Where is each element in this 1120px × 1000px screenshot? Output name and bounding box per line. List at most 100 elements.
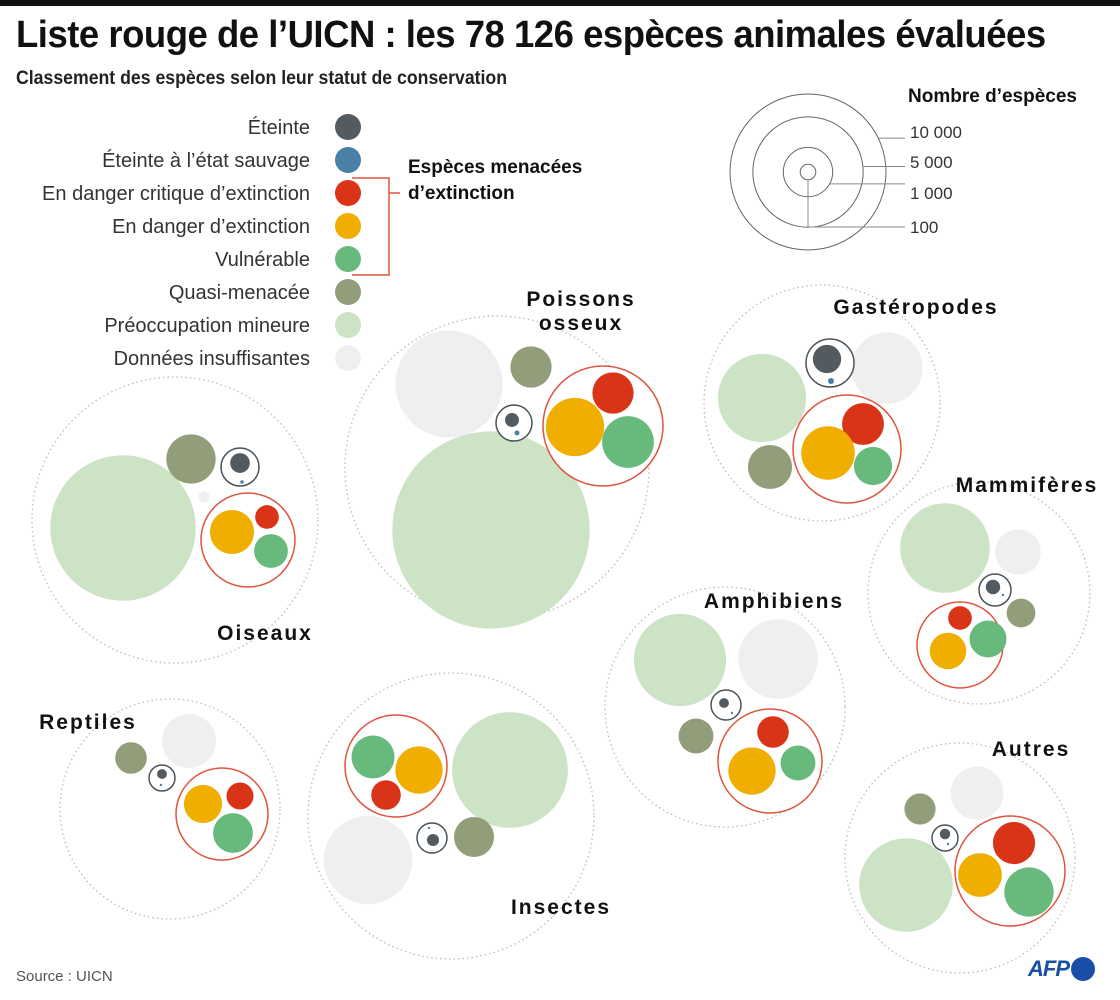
bubble-lc <box>50 455 196 601</box>
group-gasteropodes: Gastéropodes <box>703 284 998 522</box>
legend-item-ew: Éteinte à l’état sauvage <box>102 147 361 173</box>
legend-item-nt: Quasi-menacée <box>169 279 361 305</box>
legend-item-vu: Vulnérable <box>215 246 361 272</box>
bubble-cr <box>757 716 789 748</box>
bubble-ex <box>505 413 519 427</box>
group-boundary <box>604 586 846 828</box>
bubble-ex <box>812 344 842 374</box>
bubble-en <box>958 853 1002 897</box>
bubble-dd <box>950 766 1004 820</box>
bubble-cr <box>842 403 884 445</box>
legend-item-cr: En danger critique d’extinction <box>42 180 361 206</box>
bubble-nt <box>115 742 147 774</box>
threatened-label-line1: Espèces menacées <box>408 157 582 178</box>
bubble-vu <box>254 534 288 568</box>
group-insectes: Insectes <box>307 672 611 960</box>
size-legend-circle-100 <box>799 163 817 181</box>
group-label-oiseaux: Oiseaux <box>217 622 313 645</box>
size-legend-label: 1 000 <box>910 184 953 203</box>
group-label-mammiferes: Mammifères <box>956 474 1099 497</box>
bubble-cr <box>992 821 1036 865</box>
size-legend-circle-10000 <box>729 93 887 251</box>
bubble-cr <box>255 505 279 529</box>
afp-logo-dot-icon <box>1071 957 1095 981</box>
size-legend-label: 5 000 <box>910 153 953 172</box>
bubble-ex <box>230 453 250 473</box>
chart-title: Liste rouge de l’UICN : les 78 126 espèc… <box>16 14 1046 56</box>
chart-subtitle: Classement des espèces selon leur statut… <box>16 68 508 89</box>
bubble-cr <box>948 606 972 630</box>
size-legend-label: 100 <box>910 218 938 237</box>
category-legend: Éteinte Éteinte à l’état sauvage En danger… <box>42 114 582 371</box>
size-legend-label: 10 000 <box>910 123 962 142</box>
legend-item-lc: Préoccupation mineure <box>104 312 361 338</box>
group-boundary <box>867 481 1091 705</box>
bubble-ew <box>427 826 431 830</box>
group-reptiles: Reptiles <box>39 698 281 920</box>
bubble-cr <box>592 372 634 414</box>
bracket-line <box>352 177 390 276</box>
group-label-gasteropodes: Gastéropodes <box>833 296 998 319</box>
bubble-ew <box>240 480 244 484</box>
legend-item-ex: Éteinte <box>248 114 361 140</box>
bubble-nt <box>453 816 495 858</box>
bubble-vu <box>780 745 816 781</box>
bubble-dd <box>395 330 503 438</box>
bubble-nt <box>166 434 216 484</box>
legend-label: En danger critique d’extinction <box>42 183 310 205</box>
bubble-dd <box>323 815 413 905</box>
bubble-vu <box>969 620 1007 658</box>
bubble-nt <box>747 444 793 490</box>
group-boundary <box>59 698 281 920</box>
group-label-poissons: Poissons <box>526 288 635 311</box>
bubble-ex <box>985 579 1001 595</box>
bubble-en <box>801 426 855 480</box>
bubble-nt <box>1006 598 1036 628</box>
bubble-lc <box>392 431 590 629</box>
bubble-cr <box>371 780 401 810</box>
bubble-ew <box>946 842 950 846</box>
bubble-lc <box>900 503 990 593</box>
group-boundary <box>31 376 319 664</box>
bubble-lc <box>452 712 568 828</box>
bubble-en <box>728 747 776 795</box>
bubble-ew <box>730 711 734 715</box>
group-label-autres: Autres <box>992 738 1071 761</box>
group-amphibiens: Amphibiens <box>604 586 846 828</box>
afp-logo-text: AFP <box>1028 956 1070 981</box>
group-label-reptiles: Reptiles <box>39 711 137 734</box>
bubble-nt <box>904 793 936 825</box>
bubble-lc <box>633 613 727 707</box>
group-boundary <box>844 742 1076 974</box>
bubble-ew <box>1001 593 1005 597</box>
bubble-nt <box>510 346 552 388</box>
bubble-vu <box>213 813 253 853</box>
legend-swatch-dd <box>335 345 361 371</box>
group-label-insectes: Insectes <box>511 896 611 919</box>
bubble-vu <box>602 416 654 468</box>
legend-item-dd: Données insuffisantes <box>114 345 361 371</box>
size-legend-title: Nombre d’espèces <box>908 86 1077 107</box>
threatened-label-line2: d’extinction <box>408 183 515 204</box>
bubble-dd <box>851 332 923 404</box>
legend-label: Éteinte <box>248 116 310 139</box>
bubble-dd <box>161 713 217 769</box>
source-note: Source : UICN <box>16 968 113 985</box>
afp-logo: AFP <box>1028 956 1095 982</box>
group-oiseaux: Oiseaux <box>31 376 319 664</box>
threatened-bracket: Espèces menacées d’extinction <box>352 157 582 276</box>
bubble-lc <box>717 353 807 443</box>
size-legend: Nombre d’espèces 10 000 5 000 1 000 100 <box>729 86 1077 251</box>
legend-label: Quasi-menacée <box>169 282 310 304</box>
legend-swatch-vu <box>335 246 361 272</box>
bubble-ex <box>426 833 440 847</box>
bubble-lc <box>859 838 953 932</box>
bubble-en <box>209 509 255 555</box>
group-autres: Autres <box>844 738 1076 974</box>
bubble-ew <box>827 377 835 385</box>
bubble-en <box>183 784 223 824</box>
legend-label: Données insuffisantes <box>114 348 310 370</box>
size-legend-leader <box>807 179 905 228</box>
bubble-ex <box>939 828 951 840</box>
